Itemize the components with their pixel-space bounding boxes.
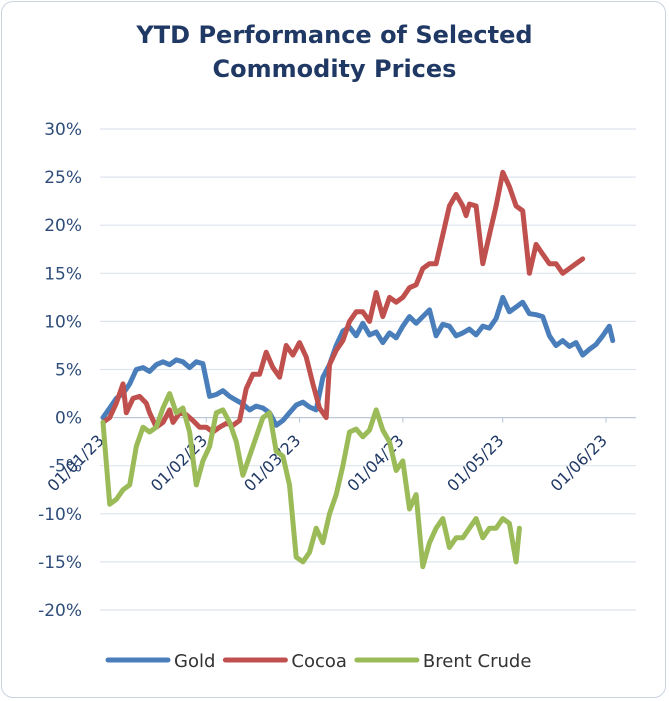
chart-title-line-1: YTD Performance of Selected [136,21,533,49]
x-tick-label: 01/06/23 [547,431,611,495]
legend-label-cocoa: Cocoa [291,651,347,672]
x-tick-label: 01/05/23 [443,431,507,495]
series-line-cocoa [100,169,586,435]
y-tick-label: -5% [49,457,82,477]
y-tick-label: 30% [44,120,82,140]
x-tick-label: 01/04/23 [343,431,407,495]
legend-label-gold: Gold [174,651,215,672]
gridlines [100,128,636,611]
chart-title-line-2: Commodity Prices [212,55,457,83]
legend: Gold Cocoa Brent Crude [105,651,532,672]
series-lines [100,169,616,570]
y-tick-label: -20% [38,601,82,621]
y-tick-label: 20% [44,216,82,236]
series-line-brent-crude [100,391,522,570]
y-tick-label: 10% [44,312,82,332]
legend-label-brent-crude: Brent Crude [423,651,532,672]
series-line-gold [100,294,616,428]
chart-title: YTD Performance of Selected Commodity Pr… [0,18,669,86]
y-tick-label: -15% [38,553,82,573]
y-axis-ticks: 30% 25% 20% 15% 10% 5% 0% -5% -10% -15% -20% [38,120,82,621]
y-tick-label: 25% [44,168,82,188]
y-tick-label: 5% [55,361,82,381]
y-tick-label: 0% [55,409,82,429]
y-tick-label: 15% [44,264,82,284]
y-tick-label: -10% [38,505,82,525]
